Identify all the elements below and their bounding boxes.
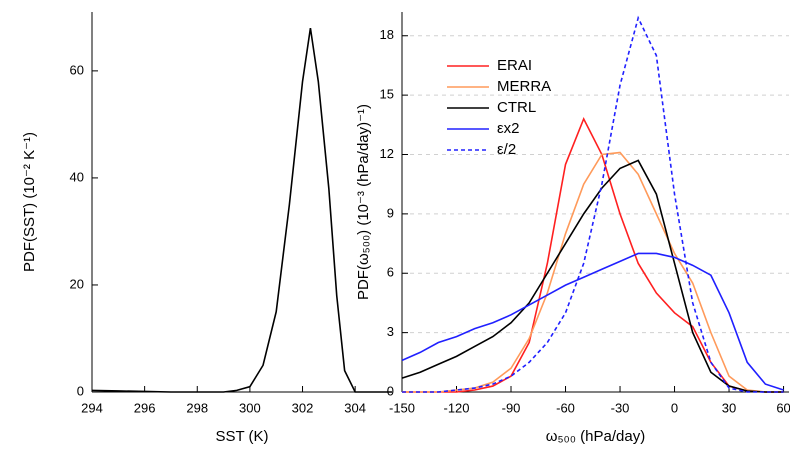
x-tick-label: -60 (556, 400, 575, 415)
x-tick-label: 296 (134, 400, 156, 415)
y-tick-label: 6 (387, 265, 394, 280)
x-tick-label: -30 (611, 400, 630, 415)
y-tick-label: 18 (380, 27, 394, 42)
x-tick-label: 298 (186, 400, 208, 415)
y-axis-label: PDF(SST) (10⁻² K⁻¹) (21, 132, 38, 272)
x-tick-label: 304 (344, 400, 366, 415)
y-axis-label: PDF(ω₅₀₀) (10⁻³ (hPa/day)⁻¹) (355, 104, 372, 300)
data-line (402, 15, 784, 393)
y-tick-label: 20 (70, 276, 84, 291)
data-line (402, 151, 784, 393)
legend-label: ERAI (497, 57, 532, 74)
y-tick-label: 40 (70, 169, 84, 184)
x-tick-label: 300 (239, 400, 261, 415)
legend-label: εx2 (497, 120, 520, 137)
x-axis-label: SST (K) (215, 428, 268, 445)
data-line (401, 159, 784, 393)
data-line (91, 27, 392, 393)
y-tick-label: 12 (380, 146, 394, 161)
legend-label: MERRA (497, 78, 551, 95)
legend-label: CTRL (497, 99, 536, 116)
x-tick-label: 302 (292, 400, 314, 415)
x-tick-label: 0 (671, 400, 678, 415)
x-tick-label: -150 (389, 400, 415, 415)
y-tick-label: 9 (387, 205, 394, 220)
data-line (402, 116, 784, 393)
x-tick-label: -120 (443, 400, 469, 415)
y-tick-label: 15 (380, 87, 394, 102)
x-axis-label: ω₅₀₀ (hPa/day) (546, 428, 645, 445)
x-tick-label: 30 (722, 400, 736, 415)
y-tick-label: 0 (387, 383, 394, 398)
data-line (401, 252, 784, 391)
y-tick-label: 0 (77, 383, 84, 398)
x-tick-label: 294 (81, 400, 103, 415)
y-tick-label: 3 (387, 324, 394, 339)
x-tick-label: 60 (776, 400, 790, 415)
x-tick-label: -90 (502, 400, 521, 415)
y-tick-label: 60 (70, 62, 84, 77)
legend-label: ε/2 (497, 141, 516, 158)
